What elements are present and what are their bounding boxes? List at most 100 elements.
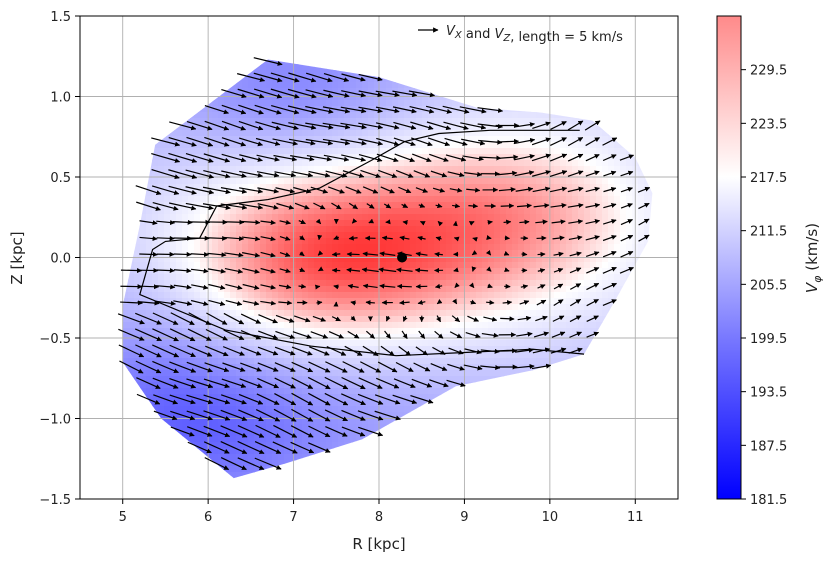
heat-cell (266, 136, 273, 143)
heat-cell (206, 274, 213, 281)
heat-cell (176, 328, 183, 335)
heat-cell (272, 412, 279, 419)
heat-cell (242, 214, 249, 221)
heat-cell (188, 184, 195, 191)
heat-cell (218, 274, 225, 281)
heat-cell (266, 160, 273, 167)
heat-cell (242, 178, 249, 185)
heat-cell (428, 262, 435, 269)
heat-cell (236, 370, 243, 377)
heat-cell (230, 424, 237, 431)
heat-cell (308, 238, 315, 245)
heat-cell (206, 316, 213, 323)
heat-cell (284, 340, 291, 347)
heat-cell (362, 292, 369, 299)
heat-cell (332, 214, 339, 221)
heat-cell (338, 124, 345, 131)
heat-cell (302, 286, 309, 293)
heat-cell (278, 220, 285, 227)
heat-cell (404, 220, 411, 227)
heat-cell (302, 352, 309, 359)
heat-cell (338, 364, 345, 371)
heat-cell (230, 280, 237, 287)
heat-cell (326, 160, 333, 167)
heat-cell (248, 136, 255, 143)
heat-cell (308, 442, 315, 449)
heat-cell (398, 202, 405, 209)
heat-cell (368, 112, 375, 119)
heat-cell (338, 112, 345, 119)
heat-cell (362, 328, 369, 335)
heat-cell (332, 316, 339, 323)
heat-cell (164, 358, 171, 365)
heat-cell (278, 328, 285, 335)
heat-cell (350, 82, 357, 89)
heat-cell (272, 112, 279, 119)
heat-cell (140, 274, 147, 281)
heat-cell (200, 154, 207, 161)
heat-cell (140, 310, 147, 317)
heat-cell (176, 370, 183, 377)
heat-cell (182, 394, 189, 401)
heat-cell (410, 256, 417, 263)
heat-cell (224, 280, 231, 287)
heat-cell (386, 328, 393, 335)
heat-cell (374, 82, 381, 89)
heat-cell (440, 106, 447, 113)
heat-cell (440, 136, 447, 143)
heat-cell (194, 358, 201, 365)
heat-cell (224, 106, 231, 113)
heat-cell (416, 376, 423, 383)
heat-cell (386, 340, 393, 347)
heat-cell (230, 454, 237, 461)
heat-cell (302, 328, 309, 335)
heat-cell (278, 376, 285, 383)
heat-cell (254, 430, 261, 437)
heat-cell (284, 166, 291, 173)
heat-cell (440, 112, 447, 119)
heat-cell (230, 472, 237, 479)
heat-cell (398, 208, 405, 215)
heat-cell (302, 214, 309, 221)
heat-cell (404, 358, 411, 365)
heat-cell (296, 280, 303, 287)
heat-cell (248, 214, 255, 221)
heat-cell (200, 166, 207, 173)
heat-cell (368, 130, 375, 137)
heat-cell (194, 226, 201, 233)
heat-cell (170, 208, 177, 215)
heat-cell (200, 448, 207, 455)
heat-cell (266, 166, 273, 173)
heat-cell (344, 322, 351, 329)
heat-cell (260, 106, 267, 113)
heat-cell (296, 442, 303, 449)
heat-cell (296, 64, 303, 71)
heat-cell (332, 274, 339, 281)
heat-cell (284, 142, 291, 149)
heat-cell (314, 208, 321, 215)
heat-cell (182, 412, 189, 419)
heat-cell (392, 334, 399, 341)
heat-cell (278, 106, 285, 113)
heat-cell (146, 202, 153, 209)
heat-cell (404, 364, 411, 371)
heat-cell (140, 358, 147, 365)
heat-cell (140, 262, 147, 269)
heat-cell (182, 124, 189, 131)
heat-cell (326, 220, 333, 227)
heat-cell (134, 238, 141, 245)
heat-cell (254, 406, 261, 413)
heat-cell (194, 190, 201, 197)
heat-cell (164, 310, 171, 317)
heat-cell (386, 262, 393, 269)
heat-cell (356, 184, 363, 191)
heat-cell (374, 112, 381, 119)
heat-cell (188, 316, 195, 323)
heat-cell (446, 280, 453, 287)
heat-cell (308, 232, 315, 239)
heat-cell (362, 358, 369, 365)
heat-cell (344, 148, 351, 155)
heat-cell (392, 196, 399, 203)
heat-cell (308, 388, 315, 395)
heat-cell (218, 388, 225, 395)
